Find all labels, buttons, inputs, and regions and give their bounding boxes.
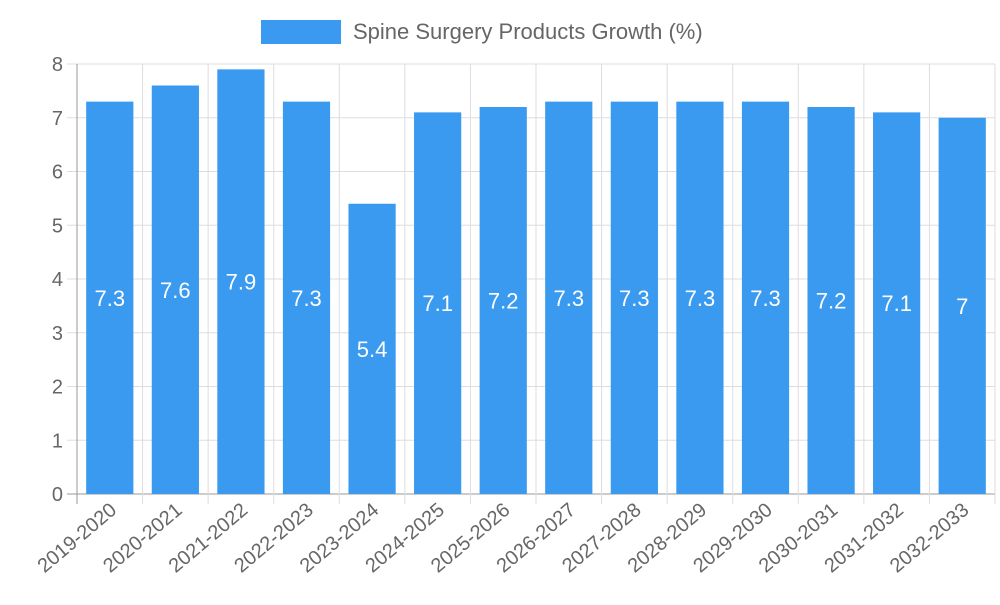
data-label: 7.1 <box>881 291 912 316</box>
legend[interactable]: Spine Surgery Products Growth (%) <box>261 19 703 44</box>
data-label: 7.3 <box>291 286 322 311</box>
data-label: 7.3 <box>619 286 650 311</box>
gridlines <box>67 63 996 504</box>
data-label: 7.3 <box>750 286 781 311</box>
data-label: 7.3 <box>685 286 716 311</box>
y-tick-label: 1 <box>52 430 63 452</box>
data-label: 7.2 <box>816 289 847 314</box>
bar[interactable] <box>610 101 658 494</box>
y-tick-label: 2 <box>52 377 63 399</box>
y-tick-label: 0 <box>52 484 63 506</box>
y-tick-label: 8 <box>52 54 63 76</box>
data-label: 7.9 <box>226 270 257 295</box>
bar[interactable] <box>545 101 593 494</box>
data-label: 7 <box>956 294 968 319</box>
bar[interactable] <box>741 101 790 494</box>
legend-label[interactable]: Spine Surgery Products Growth (%) <box>353 19 703 44</box>
bar[interactable] <box>873 112 921 494</box>
bar[interactable] <box>217 69 265 494</box>
bar[interactable] <box>676 101 724 494</box>
data-label: 7.3 <box>553 286 584 311</box>
legend-swatch[interactable] <box>261 20 341 44</box>
bar[interactable] <box>414 112 462 494</box>
y-tick-label: 5 <box>52 215 63 237</box>
y-tick-label: 3 <box>52 323 63 345</box>
y-tick-label: 7 <box>52 108 63 130</box>
bar[interactable] <box>151 85 199 495</box>
data-label: 7.3 <box>94 286 125 311</box>
data-label: 5.4 <box>357 337 388 362</box>
data-label: 7.2 <box>488 289 519 314</box>
data-label: 7.6 <box>160 278 191 303</box>
bar[interactable] <box>479 107 527 494</box>
bar[interactable] <box>807 107 855 494</box>
bar[interactable] <box>86 101 134 494</box>
bar[interactable] <box>348 203 396 494</box>
bars <box>86 69 986 494</box>
bar[interactable] <box>282 101 331 494</box>
data-labels: 7.3 7.6 7.9 7.3 5.4 7.1 7.2 7.3 7.3 7.3 7.3 7.2 7.1 7 <box>94 270 968 362</box>
y-tick-label: 4 <box>52 269 63 291</box>
y-tick-label: 6 <box>52 162 63 184</box>
data-label: 7.1 <box>422 291 453 316</box>
bar[interactable] <box>938 117 986 494</box>
